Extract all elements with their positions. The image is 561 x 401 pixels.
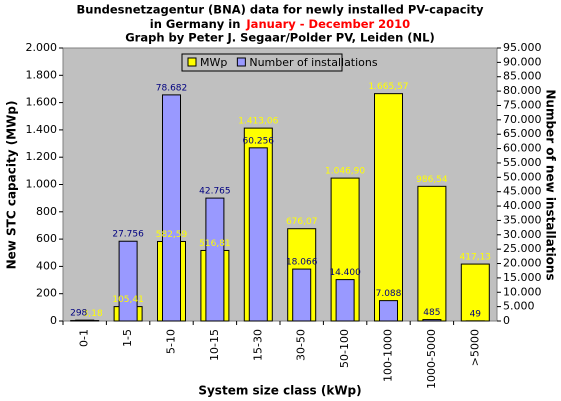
value-label: 78.682 xyxy=(156,83,188,93)
value-label: 582,59 xyxy=(156,230,188,240)
x-tick-label: >5000 xyxy=(468,329,481,366)
y-tick-label: 1.000 xyxy=(26,178,58,191)
y2-tick-label: 50.000 xyxy=(503,170,542,183)
y-axis-label: New STC capacity (MWp) xyxy=(5,101,19,270)
y2-tick-label: 0 xyxy=(503,314,510,327)
value-label: 1.665,57 xyxy=(368,82,408,92)
x-tick-label: 50-100 xyxy=(338,329,351,368)
y2-tick-label: 5.000 xyxy=(503,300,535,313)
bar xyxy=(75,319,95,322)
y-tick-label: 800 xyxy=(36,205,57,218)
y2-tick-label: 65.000 xyxy=(503,127,542,140)
y2-tick-label: 55.000 xyxy=(503,156,542,169)
value-label: 298 xyxy=(70,309,87,319)
y-tick-label: 600 xyxy=(36,232,57,245)
x-tick-label: 30-50 xyxy=(295,329,308,361)
chart-title: Bundesnetzagentur (BNA) data for newly i… xyxy=(77,3,484,17)
value-label: 485 xyxy=(423,308,440,318)
y2-tick-label: 80.000 xyxy=(503,84,542,97)
x-tick-label: 15-30 xyxy=(251,329,264,361)
legend-label: MWp xyxy=(200,56,227,69)
value-label: 105,41 xyxy=(112,295,144,305)
y2-tick-label: 25.000 xyxy=(503,242,542,255)
bar xyxy=(248,147,268,322)
y2-tick-label: 60.000 xyxy=(503,142,542,155)
y2-tick-label: 15.000 xyxy=(503,271,542,284)
y2-axis-label: Number of new installations xyxy=(544,89,558,280)
y-tick-label: 200 xyxy=(36,287,57,300)
bar xyxy=(417,185,447,322)
bar xyxy=(205,197,225,322)
title-part: in Germany in xyxy=(150,17,241,31)
value-label: 14.400 xyxy=(329,268,361,278)
y-tick-label: 0 xyxy=(50,314,57,327)
y2-tick-label: 35.000 xyxy=(503,213,542,226)
bar xyxy=(335,279,355,322)
y2-tick-label: 45.000 xyxy=(503,185,542,198)
bar xyxy=(422,319,442,322)
y-tick-label: 1.600 xyxy=(26,96,58,109)
value-label: 676,07 xyxy=(286,217,318,227)
legend-swatch xyxy=(187,57,197,67)
chart-title: in Germany in January - December 2010 xyxy=(150,17,410,31)
x-axis-label: System size class (kWp) xyxy=(198,384,361,398)
y-tick-label: 2.000 xyxy=(26,41,58,54)
x-tick-label: 1000-5000 xyxy=(425,329,438,389)
bar xyxy=(118,240,138,322)
value-label: 18.066 xyxy=(286,258,318,268)
y2-tick-label: 95.000 xyxy=(503,41,542,54)
bar xyxy=(374,93,403,322)
y2-tick-label: 85.000 xyxy=(503,70,542,83)
value-label: 516,81 xyxy=(199,239,231,249)
value-label: 27.756 xyxy=(112,230,144,240)
value-label: 42.765 xyxy=(199,187,231,197)
legend-swatch xyxy=(236,57,246,67)
x-tick-label: 1-5 xyxy=(121,329,134,347)
y2-tick-label: 90.000 xyxy=(503,55,542,68)
value-label: 3,18 xyxy=(83,309,103,319)
y2-tick-label: 20.000 xyxy=(503,257,542,270)
value-label: 1.046,90 xyxy=(325,167,365,177)
y2-tick-label: 40.000 xyxy=(503,199,542,212)
value-label: 60.256 xyxy=(243,136,275,146)
value-label: 49 xyxy=(470,309,482,319)
y-tick-label: 1.400 xyxy=(26,123,58,136)
value-label: 1.413,06 xyxy=(238,117,278,127)
bar xyxy=(460,263,490,322)
bar xyxy=(292,268,312,322)
value-label: 986,54 xyxy=(416,175,448,185)
x-tick-label: 5-10 xyxy=(165,329,178,354)
legend-label: Number of installations xyxy=(249,56,378,69)
bar xyxy=(379,300,398,322)
y2-tick-label: 10.000 xyxy=(503,285,542,298)
legend-box xyxy=(181,53,343,72)
y-tick-label: 1.800 xyxy=(26,68,58,81)
x-tick-label: 100-1000 xyxy=(382,329,395,382)
y2-tick-label: 30.000 xyxy=(503,228,542,241)
chart-title: Graph by Peter J. Segaar/Polder PV, Leid… xyxy=(125,31,435,45)
y-tick-label: 400 xyxy=(36,259,57,272)
bar xyxy=(162,94,181,322)
y2-tick-label: 70.000 xyxy=(503,113,542,126)
x-tick-label: 0-1 xyxy=(78,329,91,347)
title-highlight: January - December 2010 xyxy=(245,17,410,31)
value-label: 7.088 xyxy=(376,289,402,299)
y2-tick-label: 75.000 xyxy=(503,98,542,111)
value-label: 417,13 xyxy=(460,253,492,263)
y-tick-label: 1.200 xyxy=(26,150,58,163)
x-tick-label: 10-15 xyxy=(208,329,221,361)
